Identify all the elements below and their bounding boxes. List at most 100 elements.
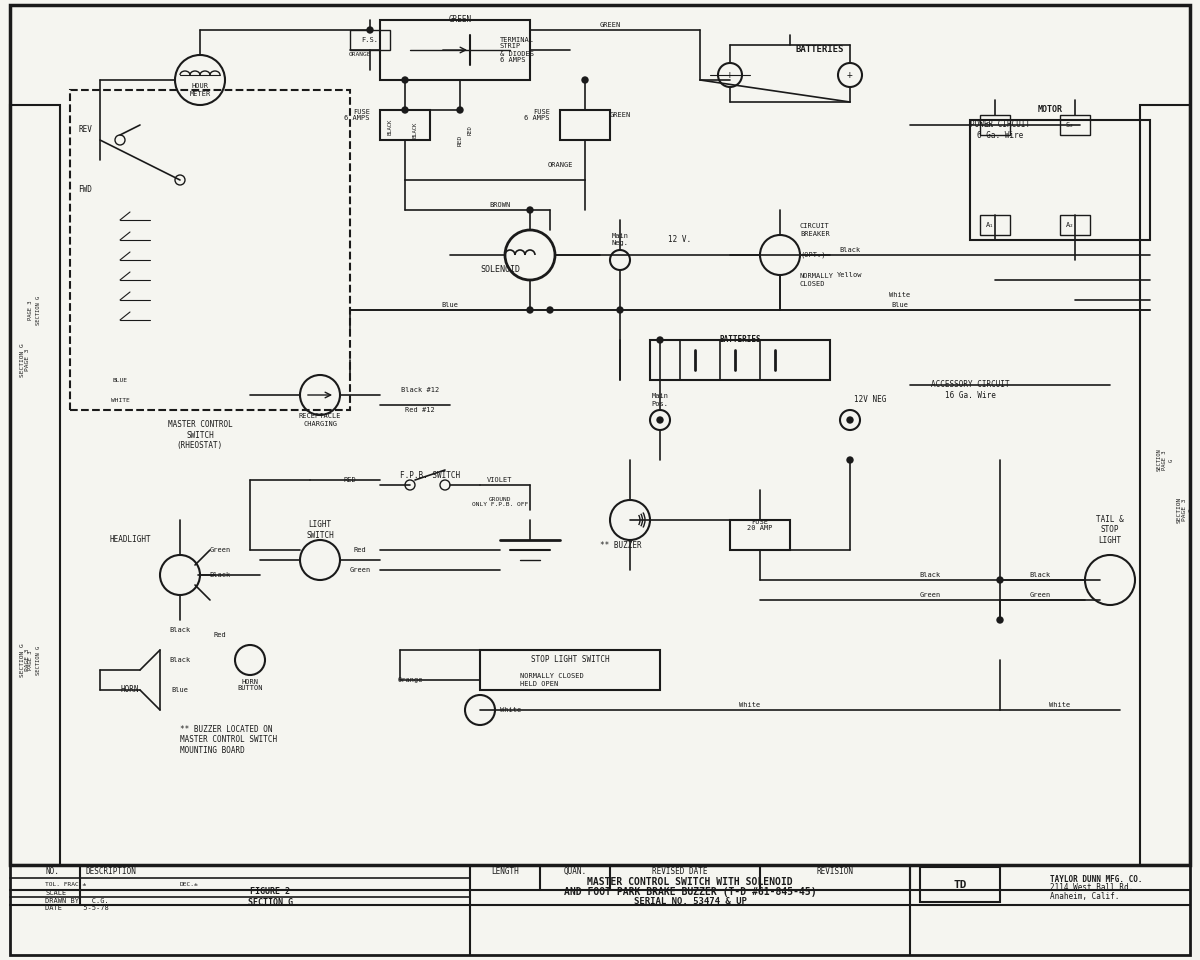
Text: RED: RED: [468, 125, 473, 134]
Text: Black: Black: [209, 572, 230, 578]
Text: F.S.: F.S.: [361, 37, 378, 43]
Circle shape: [582, 77, 588, 83]
Text: SCALE: SCALE: [46, 890, 66, 896]
Text: HEADLIGHT: HEADLIGHT: [109, 536, 151, 544]
Text: Black: Black: [1030, 572, 1051, 578]
Text: REVISION: REVISION: [816, 867, 853, 876]
Bar: [730, 520, 790, 550]
Text: SERIAL NO. 53474 & UP: SERIAL NO. 53474 & UP: [634, 897, 746, 905]
Text: +: +: [847, 70, 853, 80]
Text: FUSE
6 AMPS: FUSE 6 AMPS: [344, 108, 370, 122]
Text: LIGHT
SWITCH: LIGHT SWITCH: [306, 520, 334, 540]
Text: BATTERIES: BATTERIES: [796, 45, 844, 55]
Text: GREEN: GREEN: [449, 15, 472, 25]
Text: GROUND
ONLY F.P.B. OFF: GROUND ONLY F.P.B. OFF: [472, 496, 528, 508]
Text: NORMALLY
CLOSED: NORMALLY CLOSED: [800, 274, 834, 286]
Text: FIGURE 2
SECTION G: FIGURE 2 SECTION G: [247, 887, 293, 906]
Text: RECEPTACLE
CHARGING: RECEPTACLE CHARGING: [299, 414, 341, 426]
Circle shape: [402, 77, 408, 83]
Circle shape: [527, 307, 533, 313]
Text: A₁: A₁: [985, 222, 995, 228]
Text: Blue: Blue: [892, 302, 908, 308]
Text: Orange: Orange: [397, 677, 422, 683]
Text: ORANGE: ORANGE: [547, 162, 572, 168]
Circle shape: [847, 417, 853, 423]
Text: VIOLET: VIOLET: [487, 477, 512, 483]
Text: TOL. FRAC.±: TOL. FRAC.±: [46, 881, 86, 886]
Text: QUAN.: QUAN.: [564, 867, 587, 876]
Text: Anaheim, Calif.: Anaheim, Calif.: [1050, 892, 1120, 900]
Circle shape: [527, 207, 533, 213]
Text: NO.: NO.: [46, 867, 59, 876]
Circle shape: [997, 617, 1003, 623]
Text: PAGE 3: PAGE 3: [28, 650, 32, 670]
Text: Black: Black: [169, 627, 191, 633]
Bar: [1060, 115, 1090, 135]
Text: ORANGE: ORANGE: [349, 53, 371, 58]
Text: POWER CIRCUIT
6 Ga. Wire: POWER CIRCUIT 6 Ga. Wire: [970, 120, 1030, 140]
Text: White: White: [500, 707, 521, 713]
Text: BROWN: BROWN: [490, 202, 511, 208]
Bar: [560, 110, 610, 140]
Text: ** BUZZER: ** BUZZER: [600, 540, 642, 549]
Text: ACCESSORY CIRCUIT
16 Ga. Wire: ACCESSORY CIRCUIT 16 Ga. Wire: [931, 380, 1009, 399]
Circle shape: [367, 27, 373, 33]
Text: Blue: Blue: [442, 302, 458, 308]
Bar: [1140, 105, 1190, 865]
Text: 12 V.: 12 V.: [668, 235, 691, 245]
Text: HORN
BUTTON: HORN BUTTON: [238, 679, 263, 691]
Text: S₁: S₁: [985, 122, 995, 128]
Text: TAYLOR DUNN MFG. CO.: TAYLOR DUNN MFG. CO.: [1050, 875, 1142, 883]
Text: REVISED DATE: REVISED DATE: [653, 867, 708, 876]
Text: BLACK: BLACK: [413, 122, 418, 138]
Text: SECTION
PAGE 3
G: SECTION PAGE 3 G: [1177, 497, 1193, 523]
Text: Red #12: Red #12: [406, 407, 434, 413]
Text: RED: RED: [343, 477, 356, 483]
Text: BATTERIES: BATTERIES: [719, 335, 761, 345]
Text: TAIL &
STOP
LIGHT: TAIL & STOP LIGHT: [1096, 516, 1124, 545]
Text: S₂: S₂: [1066, 122, 1074, 128]
Bar: [980, 215, 1010, 235]
Circle shape: [847, 457, 853, 463]
Text: DRAWN BY   C.G.: DRAWN BY C.G.: [46, 898, 109, 904]
Text: AND FOOT PARK BRAKE BUZZER (T-D #61-845-45): AND FOOT PARK BRAKE BUZZER (T-D #61-845-…: [564, 887, 816, 897]
Text: Black: Black: [169, 657, 191, 663]
Bar: [10, 865, 1190, 955]
Circle shape: [997, 577, 1003, 583]
Text: Green: Green: [1030, 592, 1051, 598]
Text: STOP LIGHT SWITCH: STOP LIGHT SWITCH: [530, 656, 610, 664]
Text: TD: TD: [953, 880, 967, 890]
Text: DEC.±: DEC.±: [180, 881, 199, 886]
Text: FUSE
20 AMP: FUSE 20 AMP: [748, 518, 773, 532]
Bar: [10, 105, 60, 865]
Circle shape: [658, 417, 662, 423]
Text: 12V NEG: 12V NEG: [854, 396, 886, 404]
Text: SECTION G
PAGE 3: SECTION G PAGE 3: [19, 643, 30, 677]
Circle shape: [402, 107, 408, 113]
Bar: [380, 20, 530, 80]
Text: F.P.B. SWITCH: F.P.B. SWITCH: [400, 470, 460, 479]
Bar: [70, 90, 350, 410]
Text: DATE     5-5-78: DATE 5-5-78: [46, 905, 109, 911]
Text: White: White: [889, 292, 911, 298]
Text: Green: Green: [349, 567, 371, 573]
Text: A₂: A₂: [1066, 222, 1074, 228]
Circle shape: [617, 307, 623, 313]
Text: BLUE: BLUE: [113, 377, 127, 382]
Text: Green: Green: [209, 547, 230, 553]
Text: Blue: Blue: [172, 687, 188, 693]
Bar: [380, 110, 430, 140]
Text: LENGTH: LENGTH: [491, 867, 518, 876]
Text: Red: Red: [354, 547, 366, 553]
Text: REV: REV: [78, 126, 92, 134]
Text: MASTER CONTROL
SWITCH
(RHEOSTAT): MASTER CONTROL SWITCH (RHEOSTAT): [168, 420, 233, 450]
Text: GREEN: GREEN: [599, 22, 620, 28]
Text: HOUR
METER: HOUR METER: [190, 84, 211, 97]
Text: SOLENOID: SOLENOID: [480, 266, 520, 275]
Bar: [1060, 215, 1090, 235]
Text: CIRCUIT
BREAKER: CIRCUIT BREAKER: [800, 224, 829, 236]
Text: GREEN: GREEN: [610, 112, 631, 118]
Text: Black: Black: [839, 247, 860, 253]
Bar: [480, 650, 660, 690]
Bar: [970, 120, 1150, 240]
